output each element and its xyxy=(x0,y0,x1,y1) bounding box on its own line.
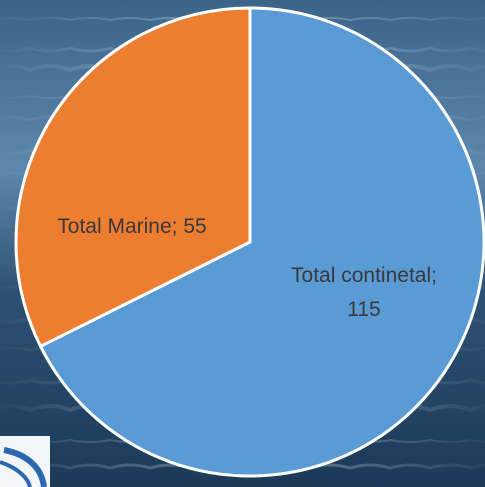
pie-slices xyxy=(14,6,485,478)
pie-slice-total-marine xyxy=(14,6,252,348)
data-label-total-continetal: Total continetal; 115 xyxy=(291,264,437,321)
logo-fragment xyxy=(0,436,50,487)
pie-labels: Total continetal; 115 Total Marine; 55 xyxy=(57,215,437,321)
pie-slice-total-continetal xyxy=(39,6,485,478)
data-label-total-marine: Total Marine; 55 xyxy=(57,215,206,238)
